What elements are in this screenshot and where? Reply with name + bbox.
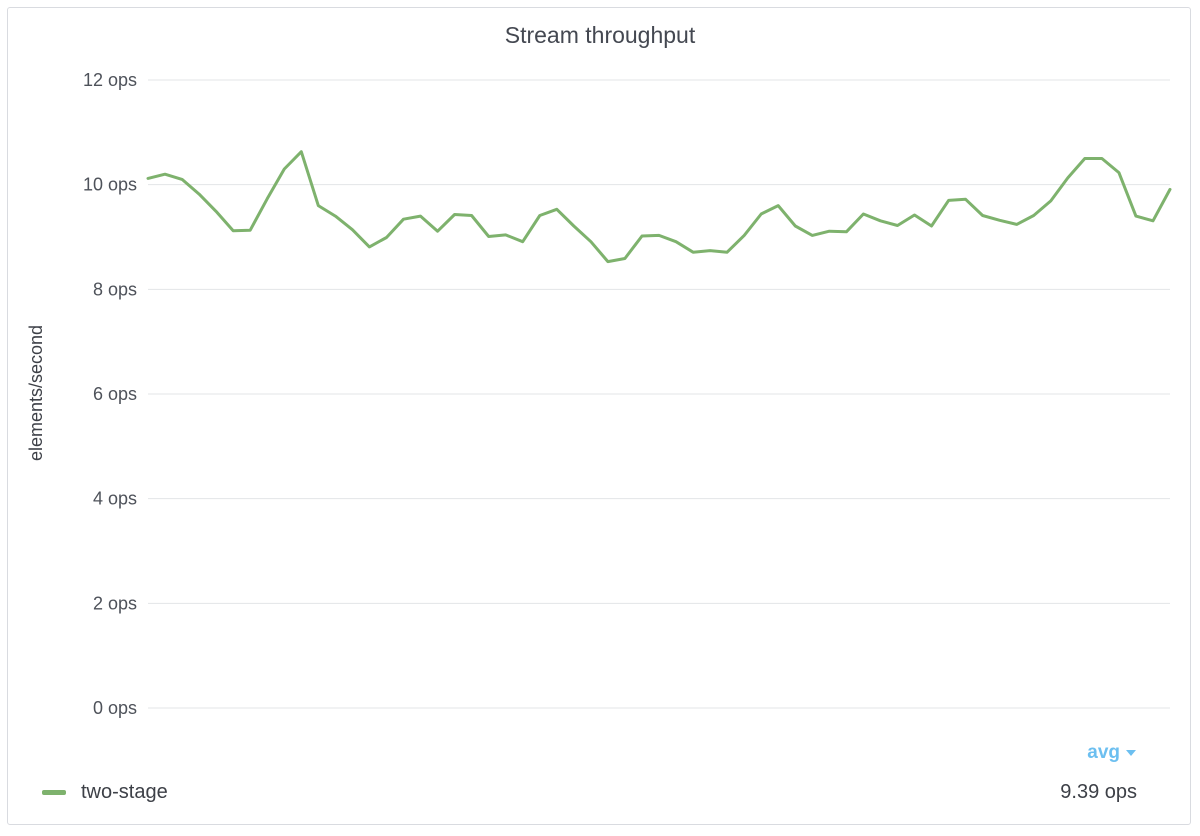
graph-panel [7, 7, 1191, 825]
series-layer[interactable] [146, 150, 1172, 264]
y-tick-label: 8 ops [93, 279, 137, 299]
legend-stat-label[interactable]: avg [1087, 742, 1120, 763]
y-axis-title: elements/second [26, 325, 46, 461]
legend-series-value: 9.39 ops [1060, 780, 1137, 803]
y-tick-label: 2 ops [93, 593, 137, 613]
y-tick-label: 4 ops [93, 489, 137, 509]
y-tick-label: 6 ops [93, 384, 137, 404]
series-line-two-stage[interactable] [146, 150, 1172, 264]
y-tick-label: 12 ops [83, 70, 137, 90]
legend-series-name[interactable]: two-stage [81, 780, 168, 803]
y-tick-label: 10 ops [83, 175, 137, 195]
legend-row[interactable]: two-stage 9.39 ops [42, 778, 1137, 806]
y-tick-label: 0 ops [93, 698, 137, 718]
legend-series-swatch[interactable] [42, 789, 66, 795]
caret-down-icon[interactable] [1126, 750, 1136, 756]
grid-lines [148, 79, 1170, 709]
legend-stat-selector[interactable]: avg [1060, 740, 1136, 766]
panel-title[interactable]: Stream throughput [504, 22, 696, 48]
y-axis-ticks: 0 ops 2 ops 4 ops 6 ops 8 ops 10 ops 12 ops [83, 70, 137, 718]
